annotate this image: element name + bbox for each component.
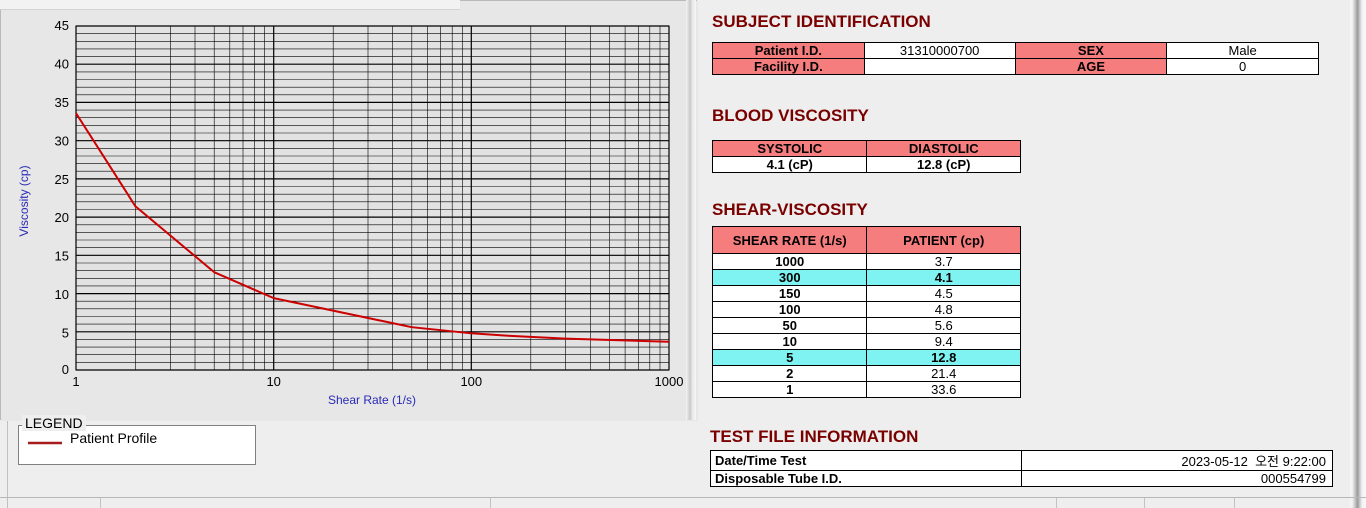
svg-text:5: 5 [62,326,69,341]
svg-text:Shear Rate (1/s): Shear Rate (1/s) [328,393,416,407]
svg-text:35: 35 [55,95,69,110]
svg-text:10: 10 [55,287,69,302]
svg-text:45: 45 [55,18,69,33]
svg-text:Viscosity (cp): Viscosity (cp) [17,165,31,236]
svg-text:30: 30 [55,133,69,148]
svg-text:10: 10 [266,374,280,389]
svg-text:20: 20 [55,210,69,225]
svg-text:1000: 1000 [655,374,684,389]
svg-text:0: 0 [62,362,69,377]
svg-text:15: 15 [55,249,69,264]
svg-text:25: 25 [55,172,69,187]
svg-text:40: 40 [55,56,69,71]
svg-text:1: 1 [72,374,79,389]
svg-text:100: 100 [460,374,482,389]
